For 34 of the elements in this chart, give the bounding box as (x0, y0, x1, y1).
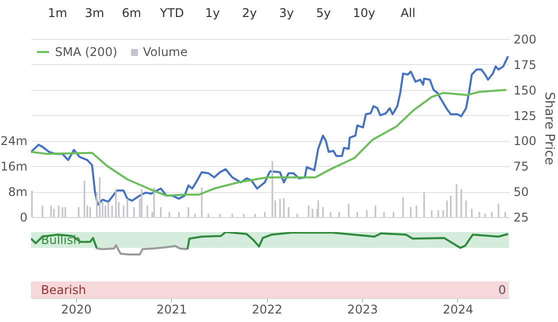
text: 5y (316, 6, 331, 20)
text: 10y (352, 6, 376, 20)
x-tick-label: 2023 (347, 302, 378, 316)
band-label: Bearish (41, 283, 86, 297)
x-tick-label: 2024 (442, 302, 474, 316)
text: 3y (279, 6, 294, 20)
text: 2y (242, 6, 257, 20)
legend-label: SMA (200) (55, 45, 118, 59)
y-tick-label: 125 (514, 108, 536, 123)
text: 3m (84, 6, 104, 20)
line-series (31, 88, 508, 197)
y-tick-label: 200 (514, 32, 536, 46)
band-label: Bullish (41, 232, 81, 247)
y-tick-label: 100 (514, 134, 536, 148)
x-tick-label: 2020 (61, 302, 92, 316)
legend-label: Volume (143, 45, 188, 59)
annotation: 0 (498, 283, 506, 297)
y2-tick-label: 8m (8, 185, 28, 200)
y-tick-label: 150 (514, 83, 536, 98)
y-tick-label: 50 (514, 185, 529, 200)
y-tick-label: 75 (514, 160, 529, 174)
x-tick-label: 2022 (252, 302, 282, 316)
y-axis-title: Share Price (541, 92, 556, 166)
y-tick-label: 25 (514, 210, 529, 224)
text: YTD (159, 6, 184, 20)
text: 1y (205, 6, 220, 20)
y2-tick-label: 24m (0, 134, 28, 148)
text: 1m (48, 6, 68, 20)
x-tick-label: 2021 (156, 302, 188, 316)
y-tick-label: 175 (514, 58, 536, 72)
y2-tick-label: 0 (20, 210, 28, 224)
y2-tick-label: 16m (0, 160, 28, 174)
text: All (400, 6, 416, 20)
text: 6m (122, 6, 142, 20)
